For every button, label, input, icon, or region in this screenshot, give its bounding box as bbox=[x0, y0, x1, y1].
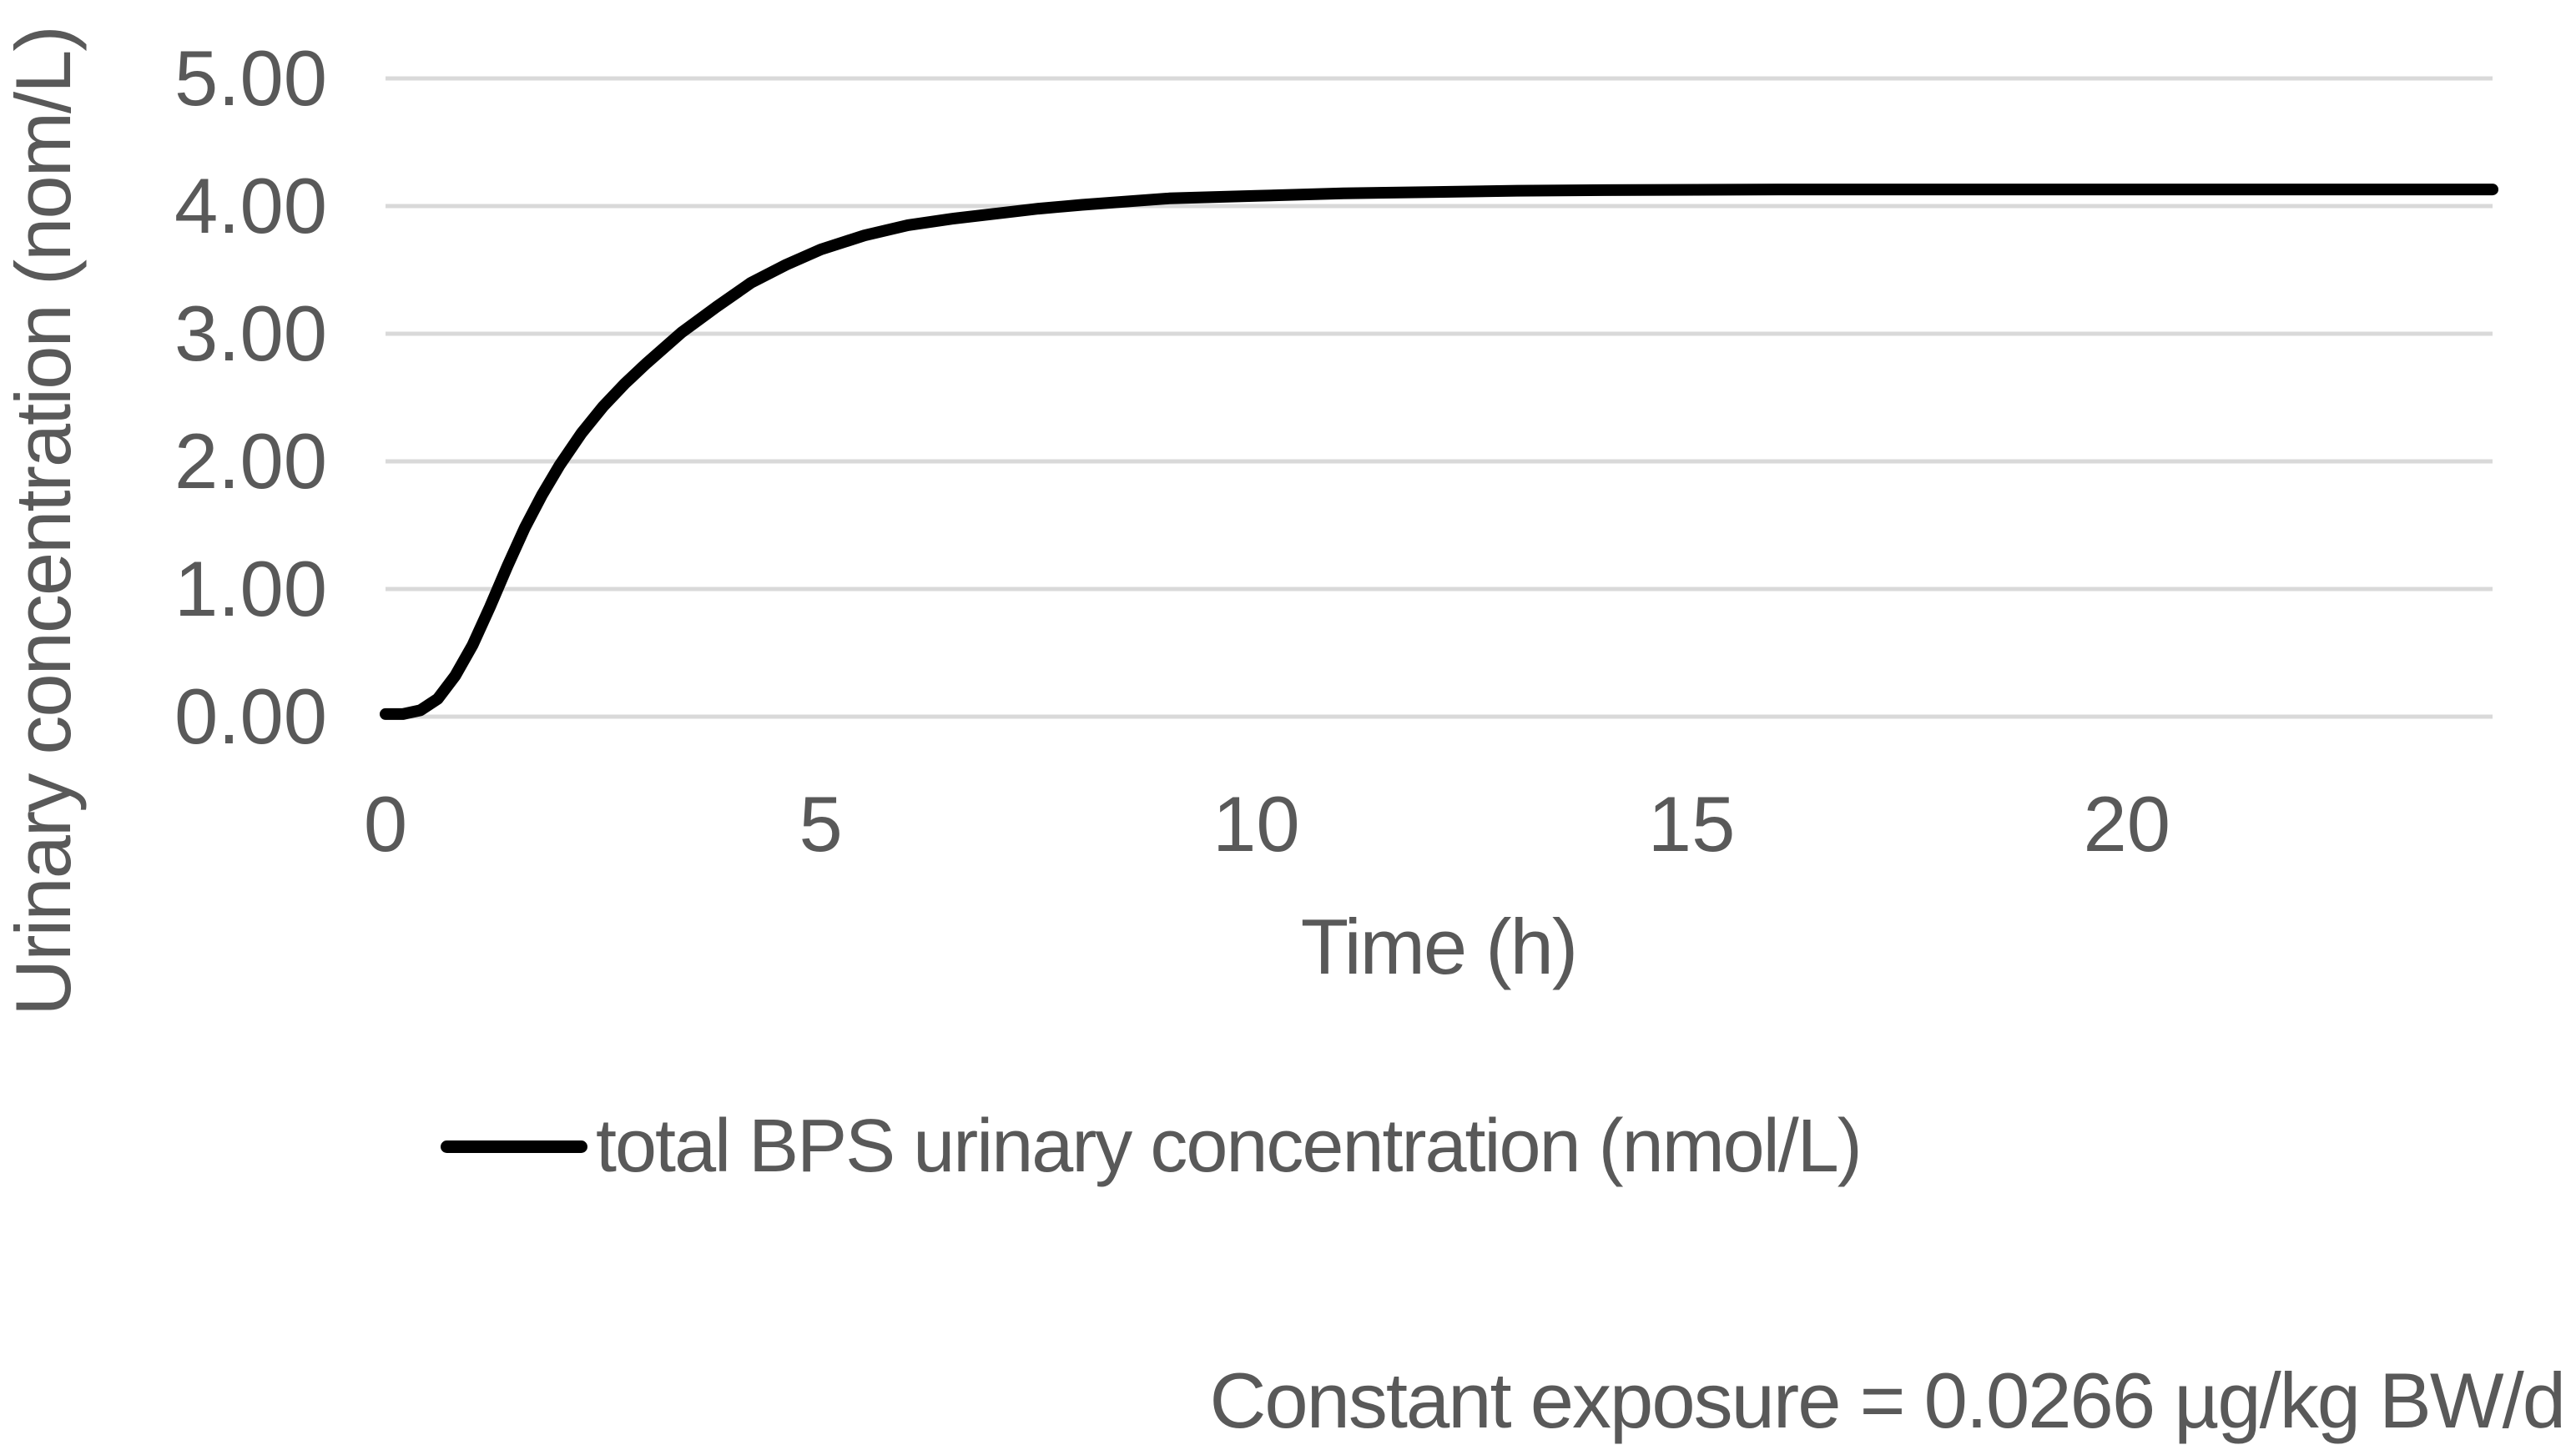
horizontal-gridlines bbox=[386, 76, 2493, 719]
y-tick-label-0.00: 0.00 bbox=[174, 672, 327, 760]
exposure-annotation: Constant exposure = 0.0266 µg/kg BW/d bbox=[1209, 1357, 2566, 1444]
x-tick-label-10: 10 bbox=[1212, 780, 1300, 868]
legend-line-swatch bbox=[441, 1140, 587, 1153]
x-axis-title: Time (h) bbox=[1300, 903, 1578, 990]
y-tick-label-1.00: 1.00 bbox=[174, 545, 327, 632]
x-tick-label-0: 0 bbox=[363, 780, 408, 868]
legend-label: total BPS urinary concentration (nmol/L) bbox=[596, 1105, 1863, 1188]
legend: total BPS urinary concentration (nmol/L) bbox=[441, 1105, 1863, 1188]
x-tick-label-5: 5 bbox=[799, 780, 843, 868]
y-tick-label-2.00: 2.00 bbox=[174, 417, 327, 505]
x-tick-label-20: 20 bbox=[2083, 780, 2171, 868]
series-line-total-bps bbox=[380, 184, 2498, 720]
y-tick-label-5.00: 5.00 bbox=[174, 34, 327, 122]
y-axis-title: Urinary concentration (nom/L) bbox=[0, 27, 87, 1016]
y-tick-label-3.00: 3.00 bbox=[174, 289, 327, 377]
x-tick-label-15: 15 bbox=[1647, 780, 1736, 868]
y-tick-label-4.00: 4.00 bbox=[174, 162, 327, 249]
